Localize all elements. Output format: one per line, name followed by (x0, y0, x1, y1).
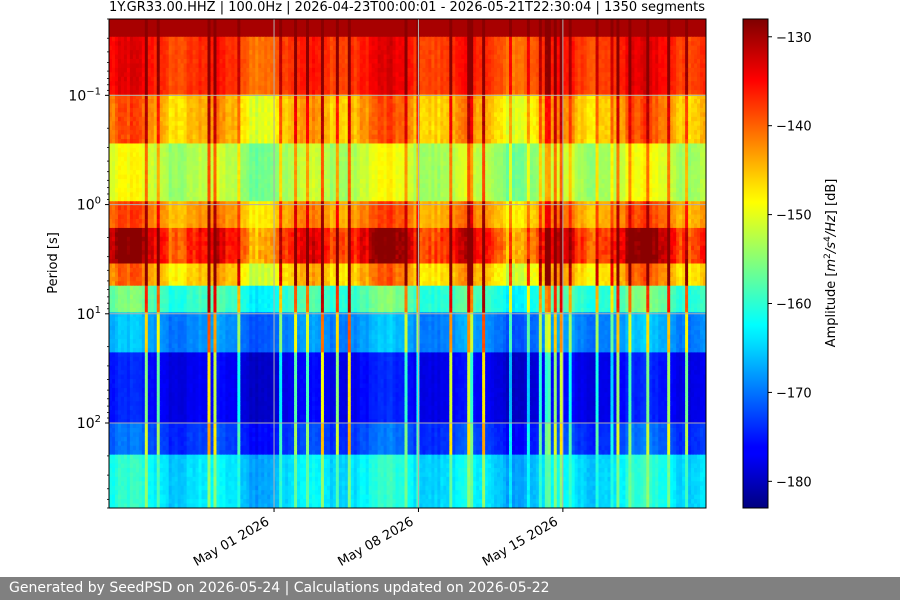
spectrogram-chart: 1Y.GR33.00.HHZ | 100.0Hz | 2026-04-23T00… (0, 0, 900, 577)
heatmap-cells (109, 19, 707, 509)
chart-title: 1Y.GR33.00.HHZ | 100.0Hz | 2026-04-23T00… (109, 0, 705, 15)
